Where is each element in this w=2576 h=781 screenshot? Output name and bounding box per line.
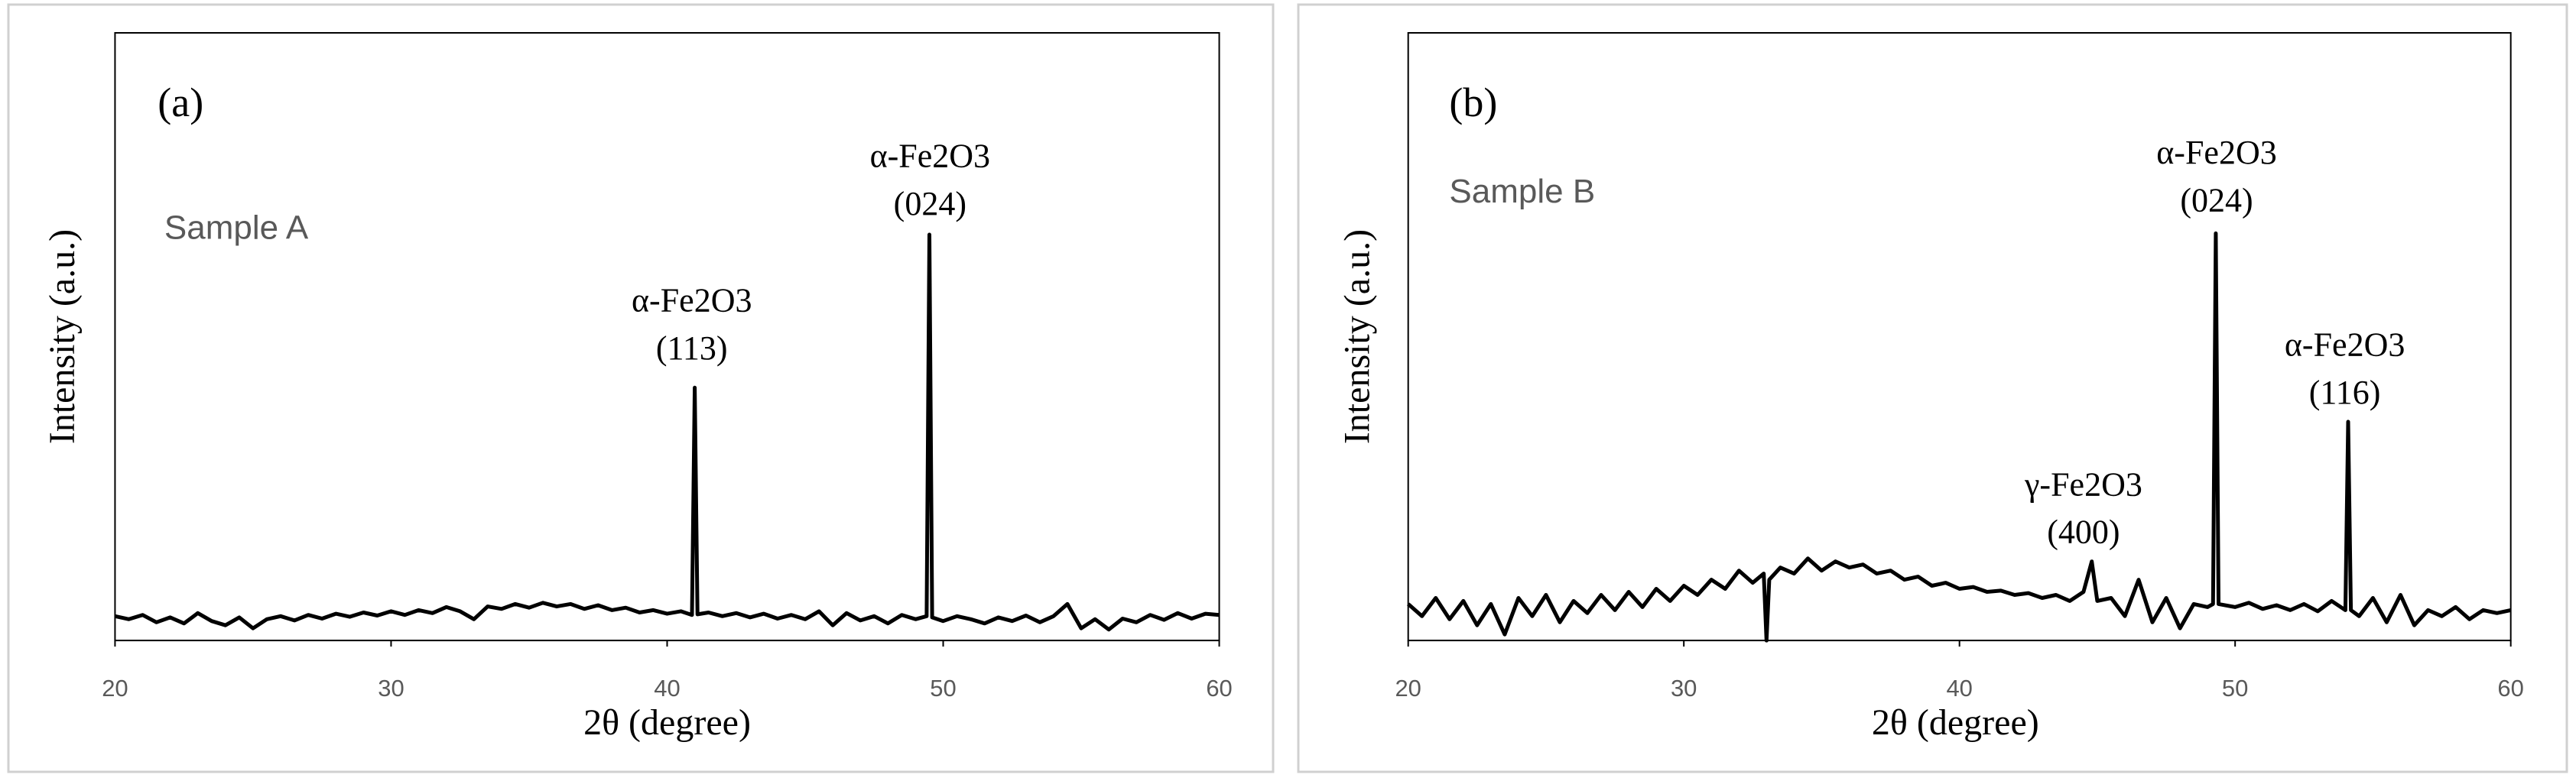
data-line [1407, 231, 2512, 643]
y-axis-title: Intensity (a.u.) [42, 229, 83, 444]
x-tick-label: 30 [378, 675, 404, 702]
peak-annotation: α-Fe2O3 [2285, 326, 2405, 364]
x-tick-label: 30 [1671, 675, 1697, 702]
peak-annotation: (116) [2309, 374, 2381, 411]
peak-annotation: α-Fe2O3 [632, 282, 752, 319]
x-tick-label: 60 [2497, 675, 2523, 702]
panel-border [7, 3, 1275, 773]
x-tick-label: 40 [654, 675, 680, 702]
peak-annotation: (113) [656, 329, 728, 367]
peak-annotation: α-Fe2O3 [870, 138, 990, 175]
sample-label: Sample A [164, 209, 309, 246]
peak-annotation: (024) [2180, 182, 2253, 219]
x-tick-label: 40 [1946, 675, 1972, 702]
x-tick-label: 60 [1206, 675, 1232, 702]
peak-annotation: (400) [2047, 514, 2120, 551]
x-axis-title: 2θ (degree) [1872, 702, 2039, 743]
x-tick-label: 20 [102, 675, 128, 702]
x-axis-title: 2θ (degree) [583, 702, 751, 743]
x-tick-label: 50 [2222, 675, 2248, 702]
y-axis-title: Intensity (a.u.) [1337, 229, 1377, 444]
panel-label: (a) [158, 79, 203, 125]
x-tick-label: 20 [1395, 675, 1421, 702]
peak-annotation: α-Fe2O3 [2156, 134, 2276, 171]
peak-annotation: γ-Fe2O3 [2024, 465, 2142, 503]
data-line [114, 232, 1220, 632]
panel-label: (b) [1449, 79, 1497, 125]
panel-border [1297, 3, 2568, 773]
x-tick-label: 50 [930, 675, 956, 702]
peak-annotation: (024) [894, 185, 966, 222]
sample-label: Sample B [1449, 173, 1595, 210]
